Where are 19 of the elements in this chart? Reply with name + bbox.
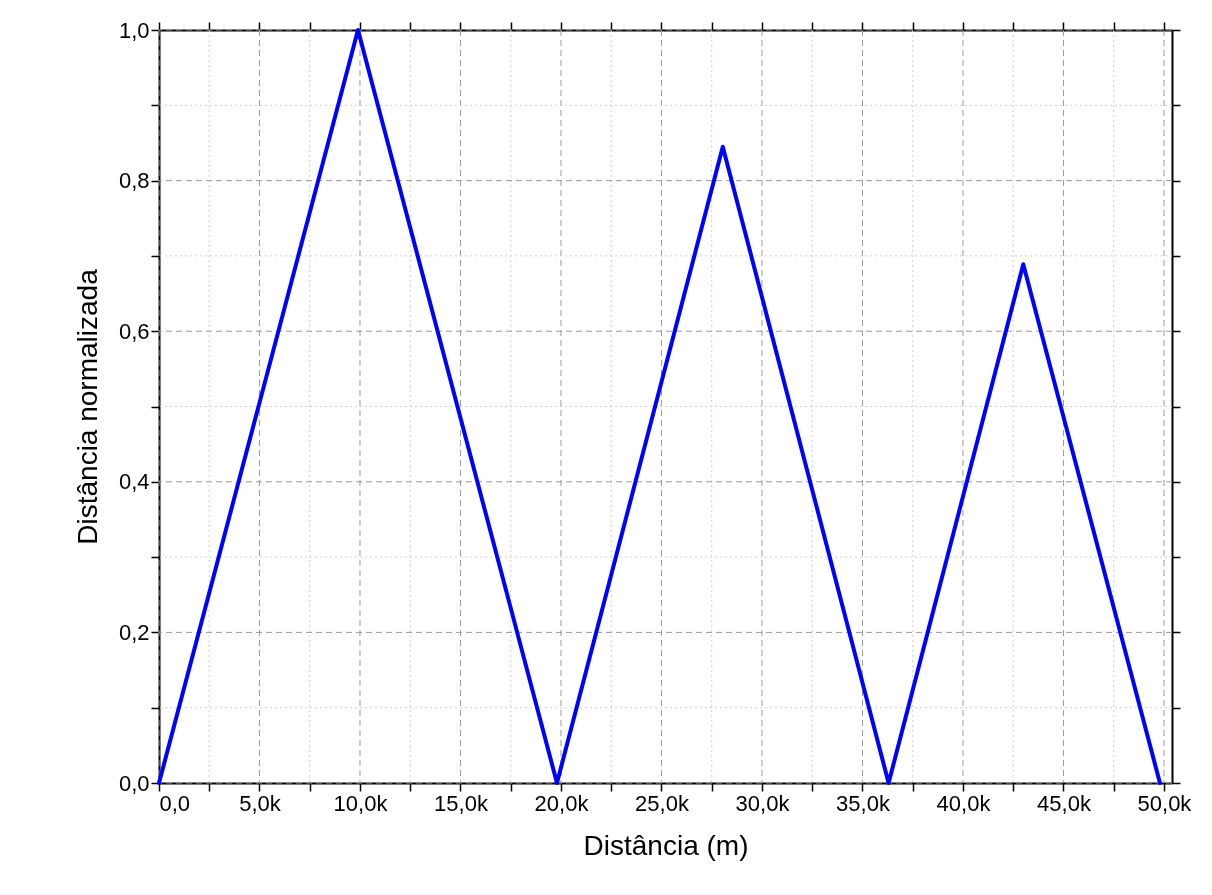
x-tick-label: 15,0k bbox=[434, 790, 489, 816]
x-tick-label: 10,0k bbox=[333, 790, 389, 816]
x-tick-label: 30,0k bbox=[735, 790, 791, 816]
y-tick-label: 0,8 bbox=[118, 168, 150, 194]
x-tick-label: 35,0k bbox=[836, 790, 891, 816]
y-axis-title: Distância normalizada bbox=[71, 268, 103, 545]
x-tick-label: 20,0k bbox=[534, 790, 590, 816]
y-tick-label: 0,0 bbox=[118, 770, 150, 796]
x-tick-label: 0,0 bbox=[159, 790, 191, 816]
x-tick-label: 45,0k bbox=[1037, 790, 1092, 816]
x-tick-label: 5,0k bbox=[239, 790, 282, 816]
x-tick-label: 40,0k bbox=[936, 790, 992, 816]
x-tick-label: 50,0k bbox=[1137, 790, 1193, 816]
y-tick-label: 0,6 bbox=[118, 318, 150, 344]
y-tick-label: 1,0 bbox=[118, 17, 150, 43]
y-tick-label: 0,4 bbox=[118, 469, 150, 495]
y-tick-label: 0,2 bbox=[118, 619, 150, 645]
x-axis-title: Distância (m) bbox=[583, 829, 749, 861]
x-tick-label: 25,0k bbox=[635, 790, 690, 816]
